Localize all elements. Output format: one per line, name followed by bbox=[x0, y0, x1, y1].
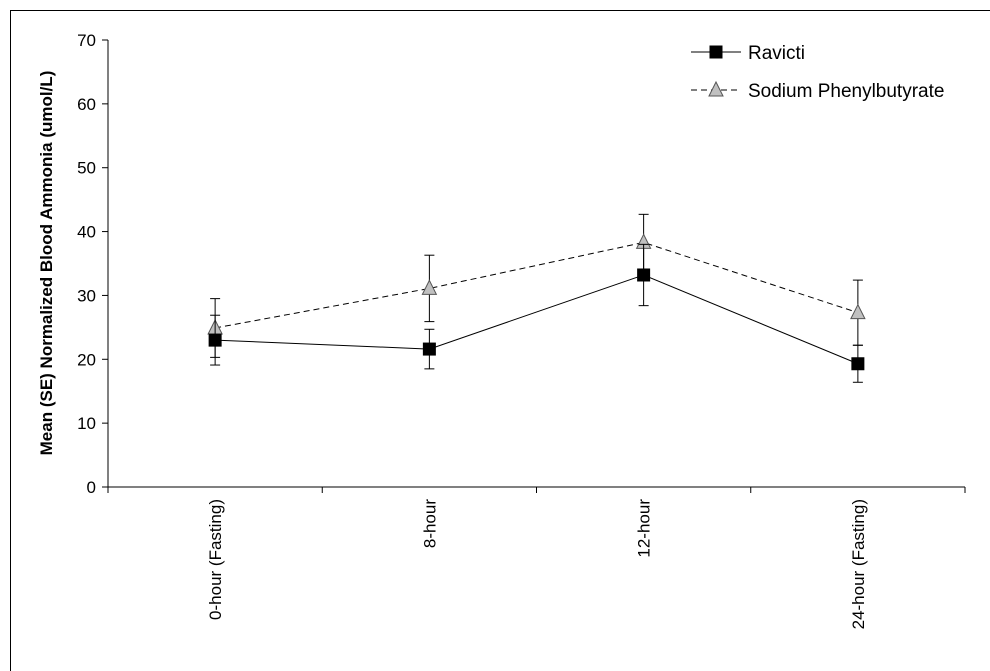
legend-label-1: Sodium Phenylbutyrate bbox=[748, 81, 944, 102]
legend-label-0: Ravicti bbox=[748, 43, 805, 64]
y-tick-label: 60 bbox=[77, 95, 96, 114]
y-tick-label: 10 bbox=[77, 414, 96, 433]
y-tick-label: 50 bbox=[77, 159, 96, 178]
y-axis-title: Mean (SE) Normalized Blood Ammonia (umol… bbox=[37, 71, 56, 456]
legend: Ravicti Sodium Phenylbutyrate bbox=[691, 43, 944, 102]
chart-frame bbox=[10, 10, 990, 671]
data-point-triangle bbox=[850, 303, 866, 320]
y-tick-label: 40 bbox=[77, 223, 96, 242]
series-line-0 bbox=[215, 274, 859, 365]
data-point-square bbox=[851, 357, 865, 371]
data-point-square bbox=[208, 333, 222, 347]
data-point-square bbox=[422, 342, 436, 356]
y-tick-label: 30 bbox=[77, 286, 96, 305]
x-tick-label: 12-hour bbox=[635, 499, 654, 558]
series-line-1 bbox=[215, 241, 859, 329]
x-tick-label: 8-hour bbox=[420, 499, 439, 548]
y-tick-label: 0 bbox=[87, 478, 96, 497]
x-tick-label: 0-hour (Fasting) bbox=[206, 499, 225, 620]
legend-marker-triangle bbox=[708, 80, 724, 97]
data-point-triangle bbox=[421, 279, 438, 295]
plot-area: 0 10 20 30 40 50 60 70 0-hour (Fasting) 8-hour 12-… bbox=[77, 31, 966, 629]
y-tick-label: 70 bbox=[77, 31, 96, 50]
y-tick-label: 20 bbox=[77, 350, 96, 369]
data-point-square bbox=[637, 268, 651, 282]
legend-marker-square bbox=[709, 45, 723, 59]
x-tick-label: 24-hour (Fasting) bbox=[849, 499, 868, 629]
